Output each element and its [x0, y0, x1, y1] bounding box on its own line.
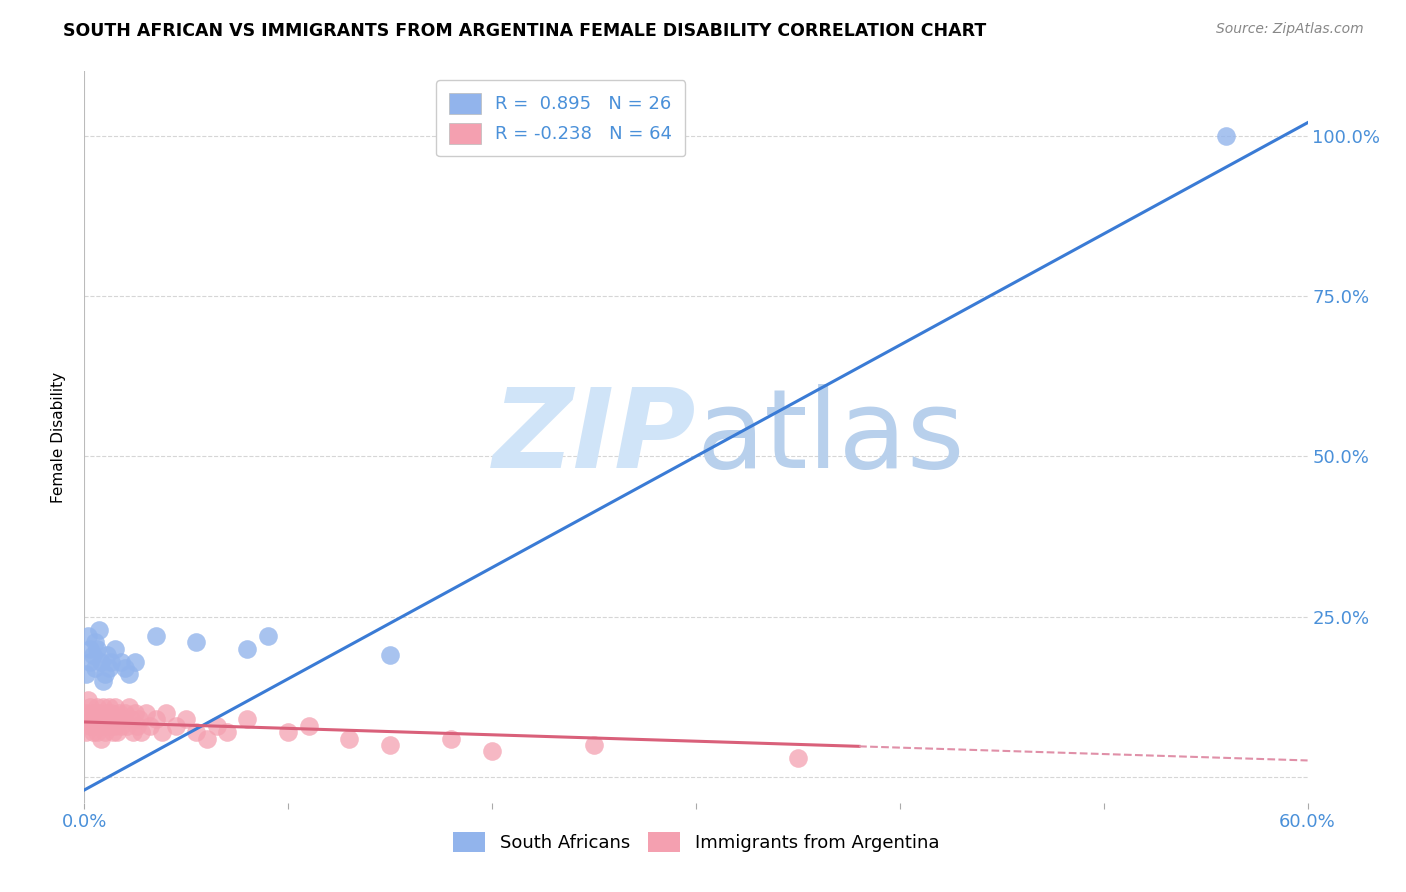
Point — [236, 712, 259, 726]
Point — [150, 725, 173, 739]
Point — [83, 661, 105, 675]
Point — [97, 712, 120, 726]
Point — [91, 699, 114, 714]
Point — [86, 699, 108, 714]
Point — [90, 712, 112, 726]
Point — [77, 693, 100, 707]
Point — [440, 731, 463, 746]
Text: atlas: atlas — [696, 384, 965, 491]
Point — [83, 719, 105, 733]
Point — [96, 706, 118, 720]
Point — [90, 731, 112, 746]
Text: Source: ZipAtlas.com: Source: ZipAtlas.com — [1216, 22, 1364, 37]
Point — [236, 641, 259, 656]
Point — [75, 667, 97, 681]
Y-axis label: Female Disability: Female Disability — [51, 371, 66, 503]
Point — [217, 725, 239, 739]
Point — [120, 712, 142, 726]
Point — [104, 699, 127, 714]
Point — [77, 629, 100, 643]
Point — [124, 655, 146, 669]
Point — [97, 661, 120, 675]
Point — [155, 706, 177, 720]
Point — [186, 635, 208, 649]
Legend: South Africans, Immigrants from Argentina: South Africans, Immigrants from Argentin… — [446, 824, 946, 860]
Point — [205, 719, 228, 733]
Point — [90, 655, 112, 669]
Point — [118, 699, 141, 714]
Point — [339, 731, 361, 746]
Point — [131, 725, 153, 739]
Point — [127, 719, 149, 733]
Point — [583, 738, 606, 752]
Point — [195, 731, 218, 746]
Point — [115, 719, 138, 733]
Point — [100, 655, 122, 669]
Point — [787, 751, 810, 765]
Point — [87, 623, 110, 637]
Point — [96, 719, 118, 733]
Point — [110, 655, 132, 669]
Point — [83, 635, 105, 649]
Point — [82, 648, 104, 663]
Point — [83, 712, 105, 726]
Point — [110, 719, 132, 733]
Point — [77, 712, 100, 726]
Point — [79, 719, 101, 733]
Point — [100, 719, 122, 733]
Point — [79, 641, 101, 656]
Point — [114, 661, 136, 675]
Point — [93, 667, 115, 681]
Point — [481, 744, 503, 758]
Point — [1215, 128, 1237, 143]
Point — [79, 699, 101, 714]
Point — [101, 712, 124, 726]
Point — [104, 719, 127, 733]
Point — [138, 719, 160, 733]
Point — [380, 738, 402, 752]
Point — [86, 641, 108, 656]
Point — [114, 706, 136, 720]
Point — [112, 712, 135, 726]
Point — [174, 712, 197, 726]
Point — [91, 673, 114, 688]
Point — [91, 719, 114, 733]
Point — [186, 725, 208, 739]
Point — [124, 706, 146, 720]
Point — [105, 712, 128, 726]
Point — [93, 725, 115, 739]
Text: SOUTH AFRICAN VS IMMIGRANTS FROM ARGENTINA FEMALE DISABILITY CORRELATION CHART: SOUTH AFRICAN VS IMMIGRANTS FROM ARGENTI… — [63, 22, 987, 40]
Point — [122, 725, 145, 739]
Point — [145, 629, 167, 643]
Point — [100, 706, 122, 720]
Point — [108, 706, 131, 720]
Point — [104, 641, 127, 656]
Point — [82, 725, 104, 739]
Point — [96, 648, 118, 663]
Point — [87, 706, 110, 720]
Point — [82, 706, 104, 720]
Point — [135, 706, 157, 720]
Point — [145, 712, 167, 726]
Text: ZIP: ZIP — [492, 384, 696, 491]
Point — [380, 648, 402, 663]
Point — [277, 725, 299, 739]
Point — [86, 725, 108, 739]
Point — [79, 655, 101, 669]
Point — [97, 699, 120, 714]
Point — [118, 667, 141, 681]
Point — [75, 725, 97, 739]
Point — [105, 725, 128, 739]
Point — [165, 719, 187, 733]
Point — [298, 719, 321, 733]
Point — [128, 712, 150, 726]
Point — [75, 706, 97, 720]
Point — [101, 725, 124, 739]
Point — [87, 719, 110, 733]
Point — [257, 629, 280, 643]
Point — [93, 712, 115, 726]
